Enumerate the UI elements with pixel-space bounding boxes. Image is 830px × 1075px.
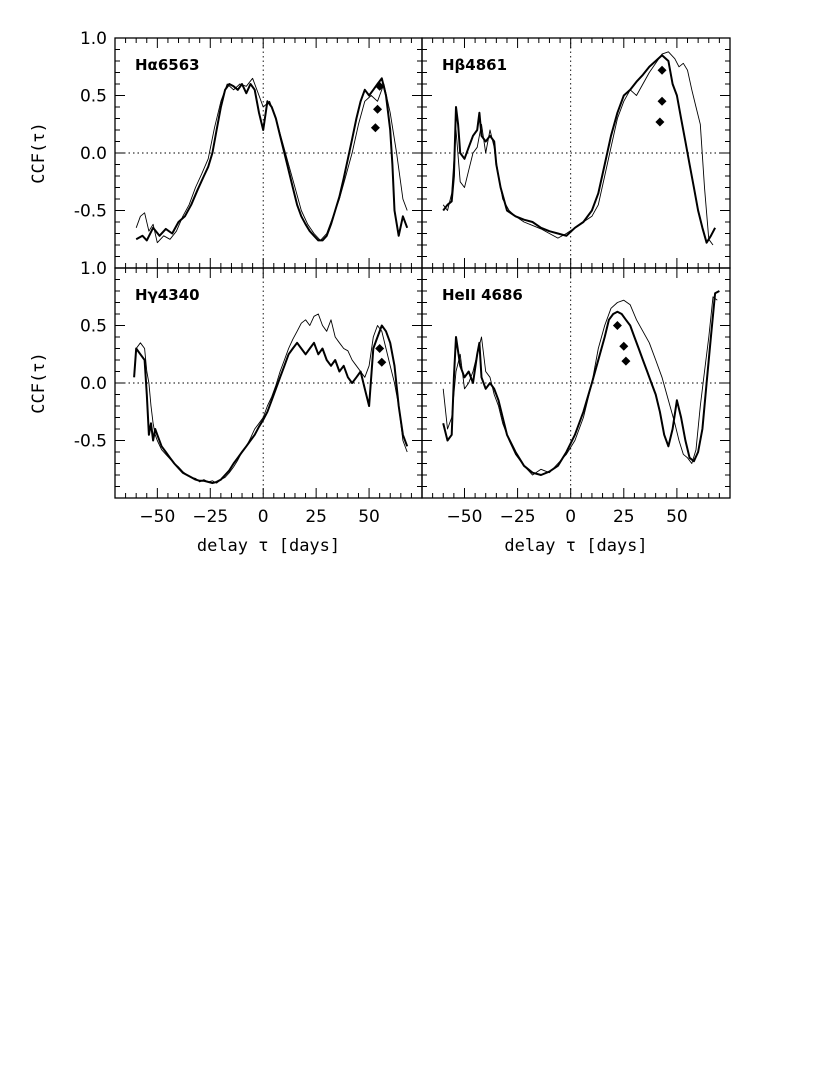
y-tick-label: 1.0 [80,29,107,49]
y-axis-label: CCF(τ) [29,352,49,413]
panel-label: Hβ4861 [442,56,507,74]
series-line-thin [135,77,408,244]
panel-top-left: Hα6563 1.0 0.5 0.0 -0.5 CCF(τ) [29,29,423,269]
diamond-marker [657,96,667,106]
diamond-marker [655,117,665,127]
x-axis-label: delay τ [days] [197,536,340,556]
y-tick-label: 0.5 [80,317,107,337]
y-tick-label: -0.5 [74,202,107,222]
y-axis-label: CCF(τ) [29,122,49,183]
y-tick-label: 0.0 [80,144,107,164]
diamond-marker [370,123,380,133]
series-line-thin [135,313,408,484]
y-tick-label: -0.5 [74,432,107,452]
x-tick-label: 50 [666,507,688,527]
diamond-marker [375,344,385,353]
x-tick-label: −50 [139,507,175,527]
series-line-thin [442,51,714,246]
x-tick-label: 0 [258,507,269,527]
diamond-marker [377,357,387,367]
x-axis-label: delay τ [days] [504,536,647,556]
x-tick-label: −50 [447,507,483,527]
panel-label: Hα6563 [135,56,200,74]
x-tick-label: 0 [565,507,576,527]
series-line-thick [135,77,409,242]
y-tick-label: 0.5 [80,87,107,107]
diamond-marker [375,81,385,91]
panel-top-right: Hβ4861 [421,37,731,269]
y-tick-label: 0.0 [80,374,107,394]
series-line-thick [133,324,409,485]
panel-frame [421,267,731,499]
panel-bottom-right: HeII 4686 −50 −25 0 25 50 delay τ [days] [421,267,731,556]
y-tick-label: 1.0 [80,259,107,279]
panel-label: HeII 4686 [442,286,523,304]
x-tick-label: −25 [192,507,228,527]
diamond-marker [621,356,631,366]
series-line-thick [442,290,720,476]
series-line-thick [442,54,716,244]
panels: Hα6563 1.0 0.5 0.0 -0.5 CCF(τ) Hβ4861 Hγ4340 1.0… [29,29,731,556]
diamond-marker [657,65,667,75]
diamond-marker [619,341,629,351]
diamond-marker [373,104,383,114]
x-tick-label: 25 [613,507,635,527]
x-tick-label: 50 [358,507,380,527]
diamond-marker [612,321,622,330]
series-line-thin [442,296,718,476]
panel-label: Hγ4340 [135,286,200,304]
x-tick-label: −25 [500,507,536,527]
x-tick-label: 25 [305,507,327,527]
panel-bottom-left: Hγ4340 1.0 0.5 0.0 -0.5 −50 −25 0 25 50 CCF(τ) dela… [29,259,423,556]
